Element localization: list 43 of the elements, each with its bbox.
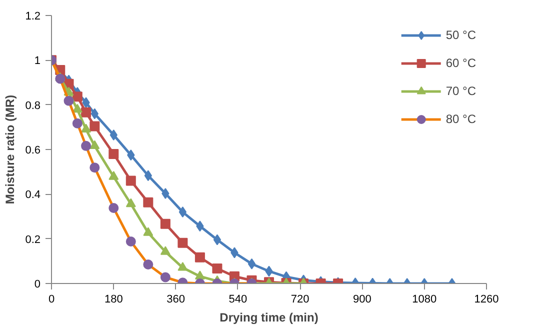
point [72, 104, 82, 113]
x-tick-label: 180 [104, 294, 123, 306]
point [64, 96, 74, 106]
point [81, 140, 92, 151]
x-tick-label: 1080 [412, 294, 437, 306]
point [72, 92, 82, 102]
point [160, 218, 170, 229]
point [108, 203, 119, 214]
legend-label: 60 °C [446, 56, 476, 70]
point [90, 162, 100, 173]
y-axis-title: Moisture ratio (MR) [3, 94, 18, 204]
point [143, 227, 154, 236]
point [108, 148, 119, 159]
x-tick-label: 720 [290, 294, 310, 306]
y-tick-label: 1.2 [25, 10, 41, 22]
point [90, 121, 100, 132]
point [126, 198, 136, 208]
point [81, 107, 92, 118]
point [90, 140, 100, 150]
point [143, 197, 154, 208]
point [55, 74, 66, 84]
y-tick-label: 0.4 [25, 189, 41, 202]
point [72, 118, 82, 128]
point [81, 124, 92, 132]
y-tick-label: 0 [34, 278, 41, 290]
legend-label: 80 °C [446, 112, 476, 126]
x-axis-title: Drying time (min) [220, 310, 318, 324]
x-tick-label: 360 [166, 294, 185, 306]
legend-label: 50 °C [446, 28, 476, 42]
y-tick-label: 1 [34, 55, 41, 68]
x-tick-label: 900 [353, 294, 372, 306]
point [194, 270, 205, 280]
x-tick-label: 1260 [474, 294, 499, 306]
legend-label: 70 °C [446, 84, 476, 98]
x-tick-label: 540 [228, 294, 248, 306]
point [108, 171, 119, 180]
y-tick-label: 0.8 [25, 100, 41, 112]
point [160, 246, 170, 255]
y-tick-label: 0.2 [25, 234, 41, 246]
y-tick-label: 0.6 [25, 144, 41, 156]
point [178, 262, 188, 271]
x-tick-label: 0 [48, 294, 55, 306]
point [126, 176, 136, 186]
